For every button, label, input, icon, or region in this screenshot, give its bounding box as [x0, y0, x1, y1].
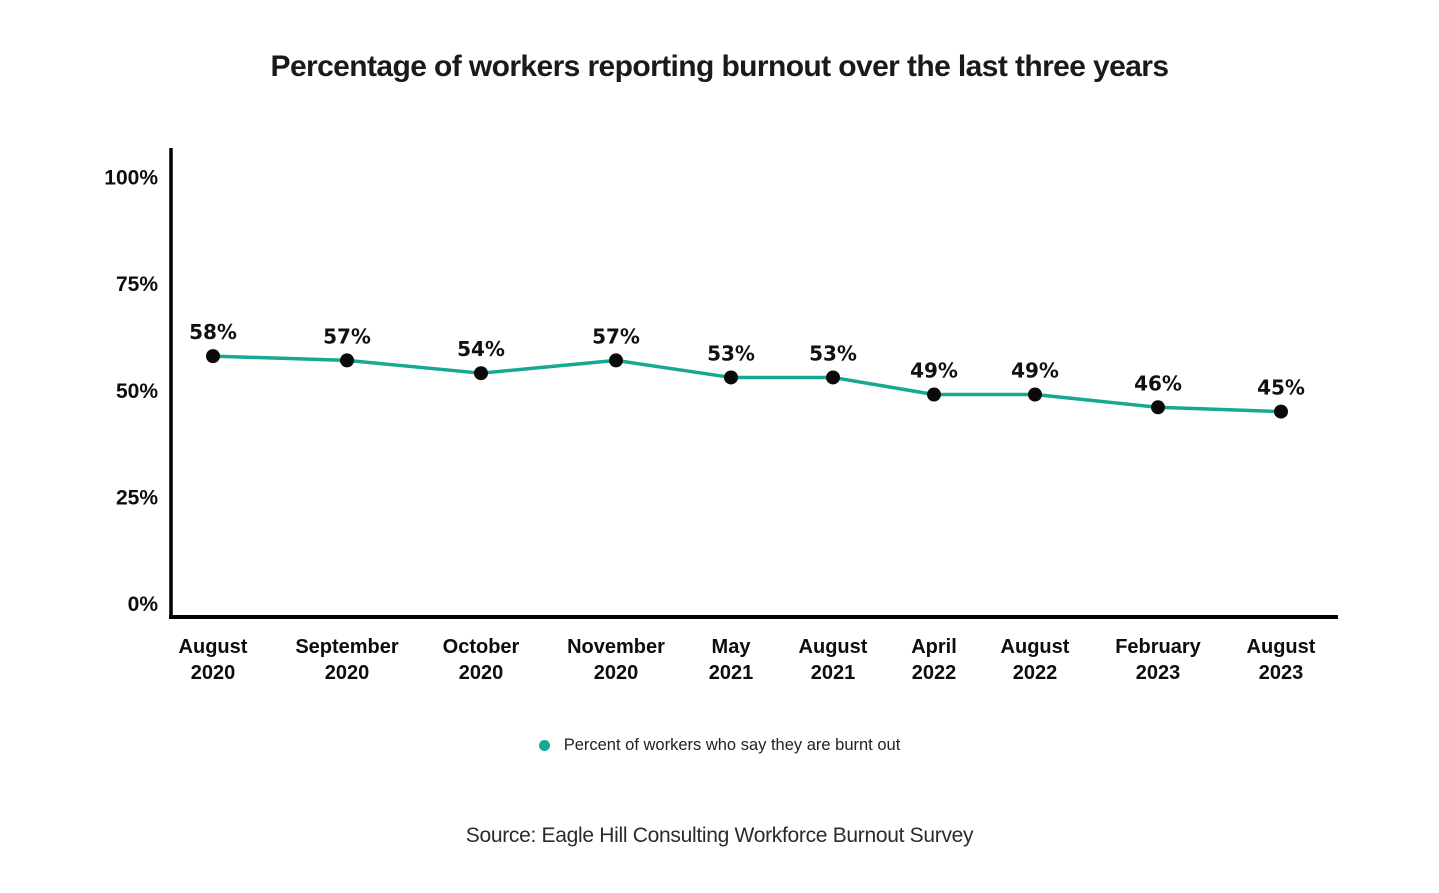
x-axis-tick-label-year: 2023 — [1136, 662, 1181, 684]
data-point-marker — [474, 366, 488, 381]
x-axis-tick-label-month: October — [443, 636, 520, 658]
x-axis-tick-label-month: February — [1115, 636, 1201, 658]
source-caption: Source: Eagle Hill Consulting Workforce … — [465, 824, 974, 847]
data-point-marker — [609, 353, 623, 368]
y-axis-tick-label: 75% — [116, 273, 158, 296]
data-point-marker — [1028, 387, 1042, 402]
data-point-label: 45% — [1257, 376, 1305, 400]
x-axis-tick-label-year: 2020 — [594, 662, 639, 684]
data-point-label: 57% — [323, 324, 371, 348]
y-axis-tick-label: 100% — [104, 167, 158, 190]
y-axis-tick-label: 50% — [116, 380, 158, 403]
data-point-label: 57% — [592, 324, 640, 348]
data-point-marker — [206, 349, 220, 364]
data-point-marker — [340, 353, 354, 368]
legend: Percent of workers who say they are burn… — [0, 736, 1439, 755]
x-axis-tick-label-month: May — [712, 636, 752, 658]
series-line — [211, 354, 1283, 414]
x-axis-tick-label-year: 2022 — [912, 662, 957, 684]
x-axis-tick-label-year: 2021 — [811, 662, 856, 684]
x-axis-tick-label-month: September — [295, 636, 399, 658]
data-point-label: 53% — [707, 341, 755, 365]
data-point-label: 58% — [189, 320, 237, 344]
x-axis-tick-label-month: August — [179, 636, 248, 658]
x-axis-tick-label-year: 2021 — [709, 662, 754, 684]
data-point-label: 54% — [457, 337, 505, 361]
x-axis-tick-label-month: August — [1001, 636, 1070, 658]
x-axis-tick-label-year: 2020 — [325, 662, 370, 684]
data-point-marker — [724, 370, 738, 385]
x-axis-tick-label-month: April — [911, 636, 957, 658]
data-point-label: 46% — [1134, 371, 1182, 395]
line-chart-plot-area: 0% 25% 50% 75% 100% 58% 57% 54% 57% 53% 53% 49% 49% 4… — [104, 148, 1338, 684]
chart-title: Percentage of workers reporting burnout … — [270, 50, 1170, 83]
x-axis-tick-label-month: November — [567, 636, 665, 658]
x-axis-tick-label-month: August — [799, 636, 868, 658]
x-axis-tick-label-year: 2022 — [1013, 662, 1058, 684]
data-point-label: 49% — [1011, 359, 1059, 383]
data-point-label: 49% — [910, 359, 958, 383]
data-point-label: 53% — [809, 341, 857, 365]
x-axis-tick-label-year: 2023 — [1259, 662, 1304, 684]
data-point-marker — [1151, 400, 1165, 415]
data-point-marker — [927, 387, 941, 402]
y-axis-tick-label: 25% — [116, 486, 158, 509]
x-axis-tick-label-month: August — [1247, 636, 1316, 658]
legend-label: Percent of workers who say they are burn… — [563, 736, 901, 754]
data-point-marker — [826, 370, 840, 385]
y-axis-tick-label: 0% — [128, 593, 159, 616]
data-point-marker — [1274, 404, 1288, 419]
x-axis-tick-label-year: 2020 — [459, 662, 504, 684]
x-axis-tick-label-year: 2020 — [191, 662, 236, 684]
legend-marker-dot-icon — [538, 740, 550, 751]
